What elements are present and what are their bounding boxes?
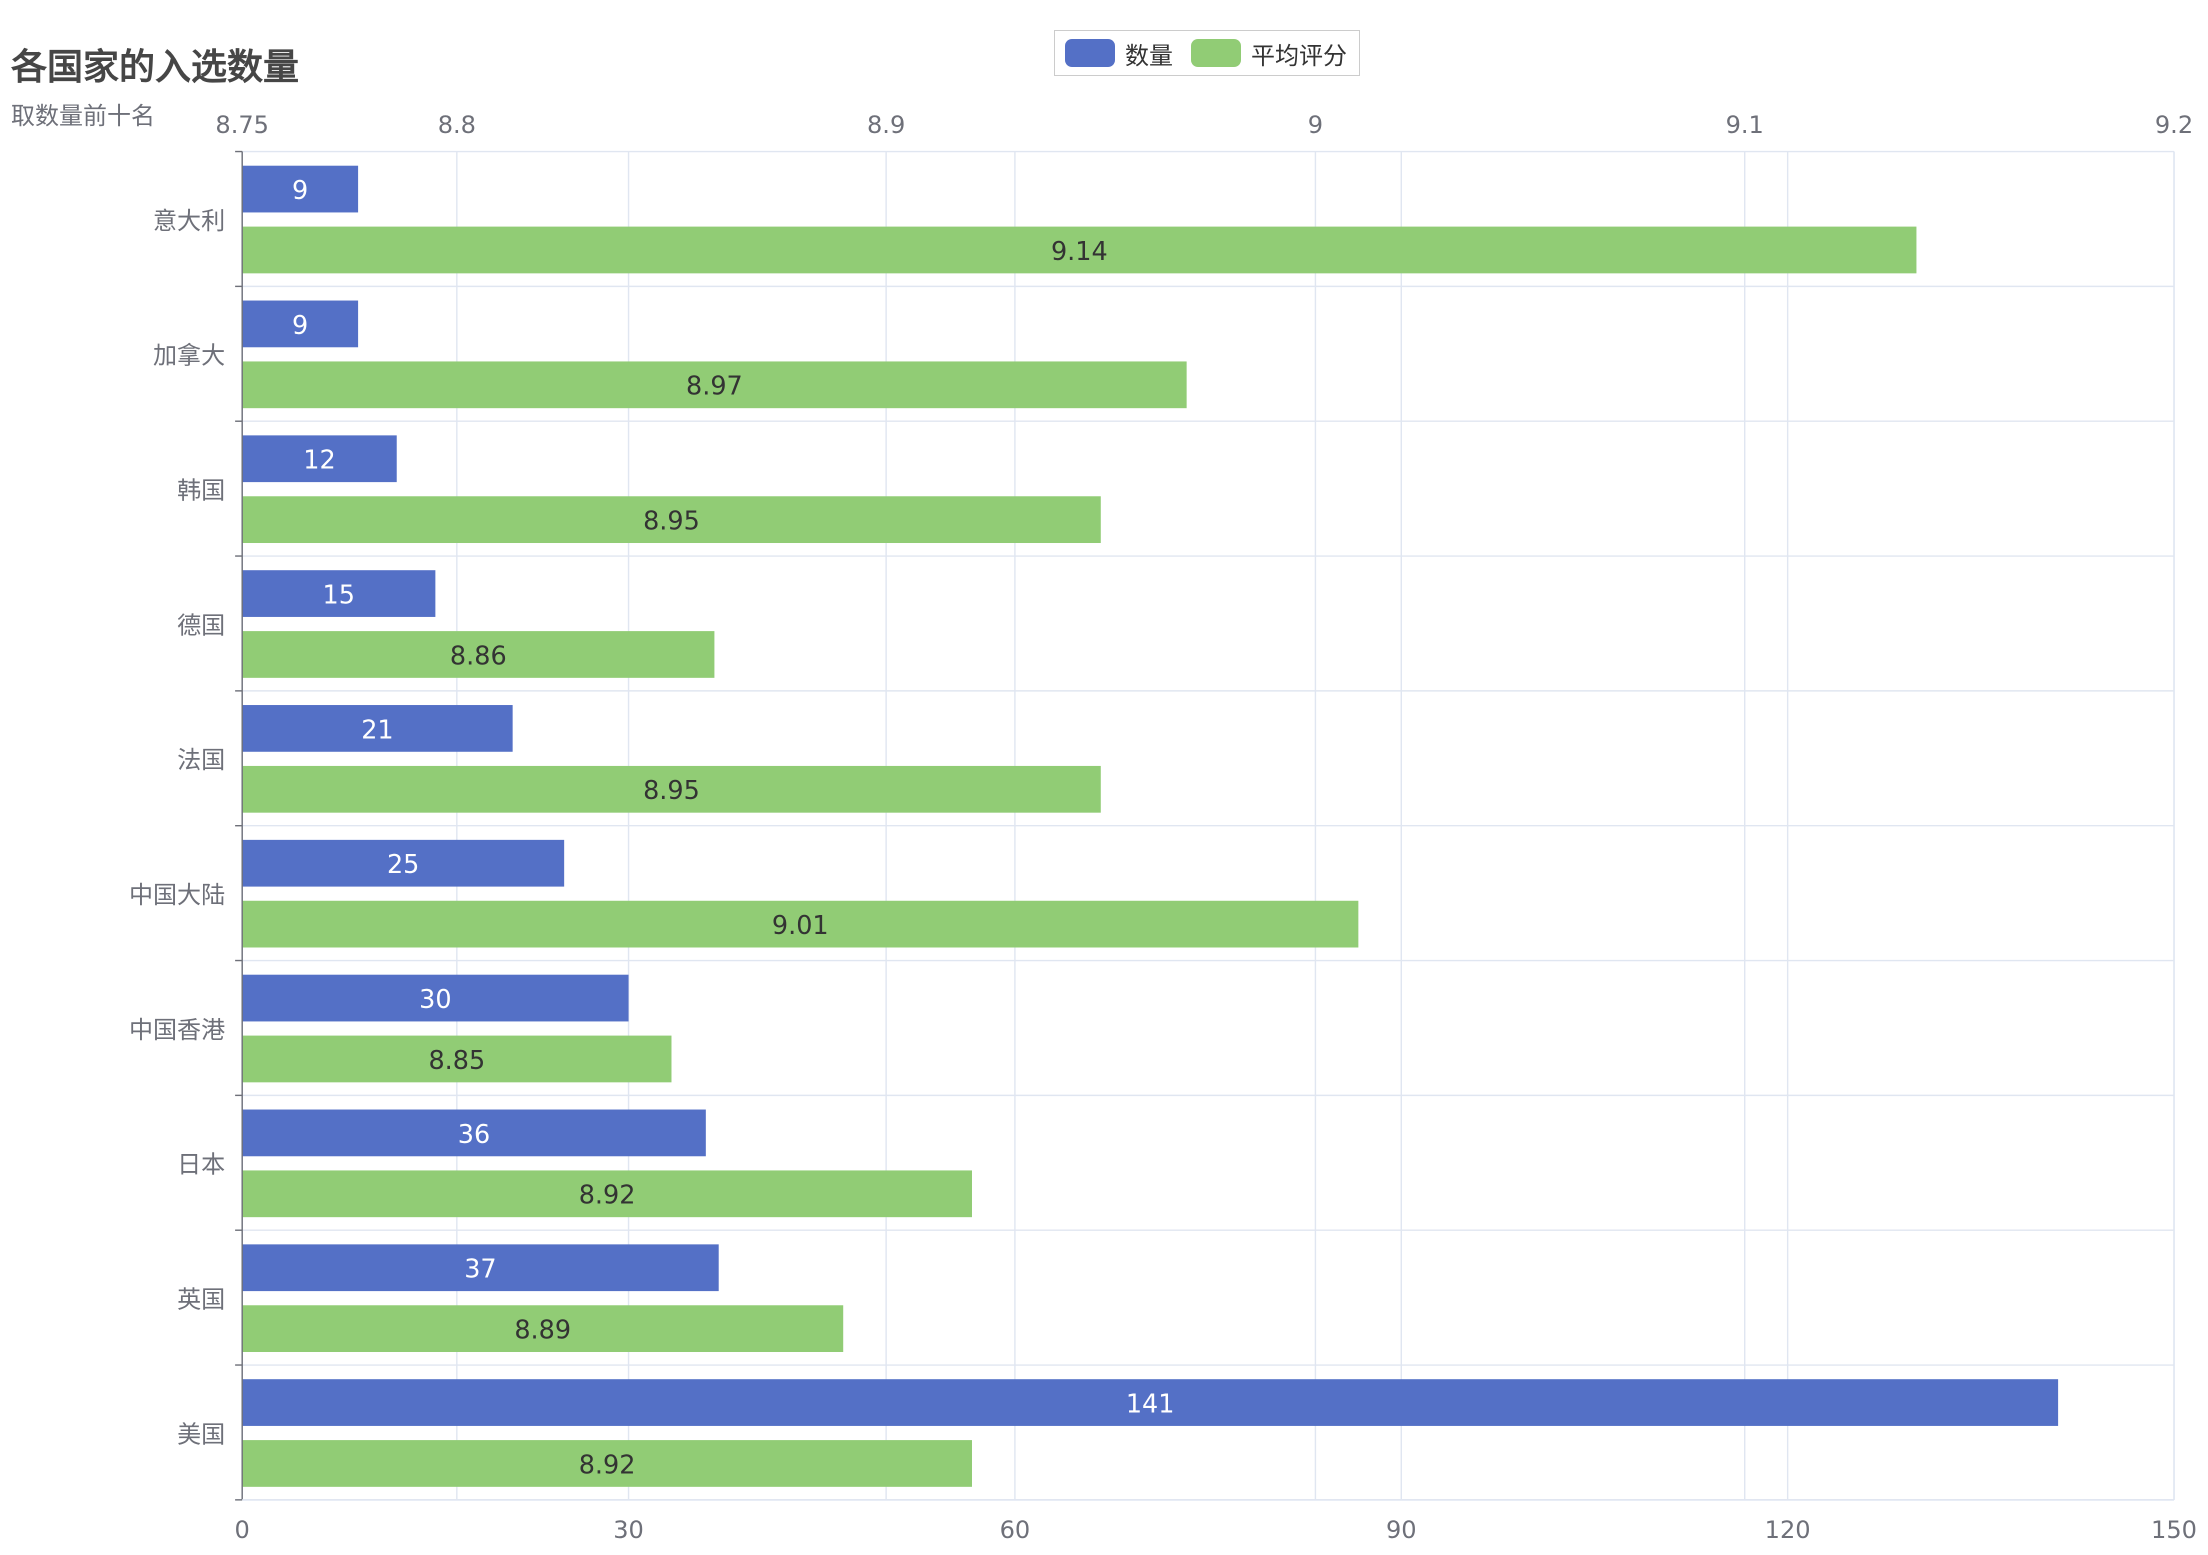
bar-count-label: 37 — [464, 1255, 496, 1285]
bar-rating-label: 8.89 — [514, 1316, 571, 1346]
grid-layer — [241, 150, 2175, 1501]
x-axis-bottom-tick-label: 120 — [1765, 1516, 1811, 1544]
bar-count — [242, 1379, 2059, 1426]
x-axis-bottom-tick-label: 30 — [613, 1516, 644, 1544]
bar-count — [242, 165, 359, 213]
bar-rating — [242, 1305, 844, 1352]
bar-count — [242, 839, 565, 887]
chart-subtitle: 取数量前十名 — [11, 102, 155, 130]
x-axis-top-tick-label: 8.8 — [438, 111, 476, 139]
y-axis-category-label: 法国 — [177, 746, 225, 774]
x-axis-top-tick-label: 9.2 — [2155, 111, 2193, 139]
y-axis-category-label: 德国 — [177, 611, 225, 639]
bar-rating — [242, 1035, 672, 1083]
bar-count — [242, 570, 436, 617]
legend-swatch-rating — [1191, 39, 1241, 67]
bar-rating-label: 8.95 — [643, 507, 700, 537]
y-axis-category-label: 意大利 — [153, 207, 225, 235]
legend-item-rating[interactable]: 平均评分 — [1191, 36, 1347, 71]
bar-count — [242, 435, 397, 483]
x-axis-bottom-tick-label: 60 — [1000, 1516, 1031, 1544]
bar-count-label: 21 — [361, 715, 393, 745]
bar-rating — [242, 226, 1917, 274]
bar-rating — [242, 1440, 972, 1487]
bar-count-label: 30 — [419, 985, 451, 1015]
bar-count — [242, 1109, 706, 1157]
x-axis-bottom-tick-label: 0 — [235, 1516, 250, 1544]
x-axis-bottom-tick-label: 90 — [1386, 1516, 1417, 1544]
bar-count-label: 15 — [323, 580, 355, 610]
legend-label-count: 数量 — [1125, 41, 1173, 70]
bar-rating-label: 8.95 — [643, 776, 700, 806]
chart-legend: 数量 平均评分 — [1054, 30, 1360, 76]
bar-count — [242, 974, 629, 1022]
bar-count-label: 141 — [1126, 1389, 1175, 1419]
y-axis-category-label: 韩国 — [177, 477, 225, 505]
bar-rating — [242, 1170, 972, 1218]
legend-item-count[interactable]: 数量 — [1065, 36, 1173, 71]
y-axis-category-label: 加拿大 — [153, 342, 225, 370]
bar-count-label: 12 — [303, 446, 335, 476]
bar-rating-label: 8.97 — [686, 372, 743, 402]
bar-count — [242, 705, 513, 752]
bar-rating — [242, 900, 1359, 948]
bar-count-label: 9 — [292, 311, 308, 341]
bar-rating — [242, 496, 1101, 544]
x-axis-bottom-tick-label: 150 — [2151, 1516, 2197, 1544]
bar-count-label: 36 — [458, 1120, 490, 1150]
chart-title: 各国家的入选数量 — [11, 47, 300, 88]
y-axis-category-label: 中国大陆 — [129, 881, 225, 909]
bars-layer — [242, 165, 2059, 1487]
bar-count-label: 9 — [292, 176, 308, 206]
bar-rating-label: 8.92 — [579, 1450, 636, 1480]
y-axis-category-label: 美国 — [177, 1420, 225, 1448]
legend-label-rating: 平均评分 — [1251, 41, 1347, 70]
y-axis-category-label: 日本 — [177, 1151, 225, 1179]
bar-rating-label: 8.86 — [450, 641, 507, 671]
bar-rating-label: 9.01 — [772, 911, 829, 941]
bar-count — [242, 300, 359, 348]
x-axis-top-tick-label: 8.75 — [215, 111, 269, 139]
bar-rating — [242, 631, 715, 678]
bar-rating-label: 8.92 — [579, 1181, 636, 1211]
x-axis-top-tick-label: 9.1 — [1726, 111, 1764, 139]
bar-count — [242, 1244, 719, 1292]
bar-rating — [242, 361, 1187, 409]
x-axis-top-tick-label: 8.9 — [867, 111, 905, 139]
bar-count-label: 25 — [387, 850, 419, 880]
legend-swatch-count — [1065, 39, 1115, 67]
y-axis-category-label: 英国 — [177, 1286, 225, 1314]
x-axis-top-tick-label: 9 — [1308, 111, 1323, 139]
bar-rating — [242, 765, 1101, 813]
bar-rating-label: 9.14 — [1051, 237, 1108, 267]
bar-rating-label: 8.85 — [428, 1046, 485, 1076]
y-axis-category-label: 中国香港 — [129, 1016, 225, 1044]
labels-layer: 9 9.14 9 8.97 12 8.95 15 8.86 21 8.95 25 9.01 30 8.85… — [292, 176, 1174, 1480]
